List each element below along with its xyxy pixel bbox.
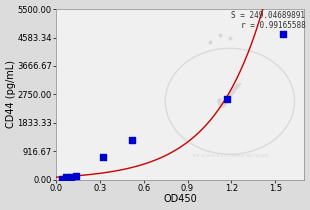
Point: [74, 175, 79, 178]
Point: [224, 97, 229, 101]
Point: [130, 138, 135, 141]
Text: THE SCIENCE EXCHANGE NETWORK: THE SCIENCE EXCHANGE NETWORK: [191, 154, 269, 158]
Y-axis label: CD44 (pg/mL): CD44 (pg/mL): [6, 60, 16, 129]
X-axis label: OD450: OD450: [163, 194, 197, 205]
Text: S = 249.04689891
r = 0.99165588: S = 249.04689891 r = 0.99165588: [231, 10, 305, 30]
Text: ✓: ✓: [210, 79, 250, 124]
Point: [64, 176, 69, 179]
Point: [59, 177, 64, 181]
Point: [100, 155, 105, 158]
Point: [68, 175, 73, 178]
Point: [280, 32, 285, 35]
